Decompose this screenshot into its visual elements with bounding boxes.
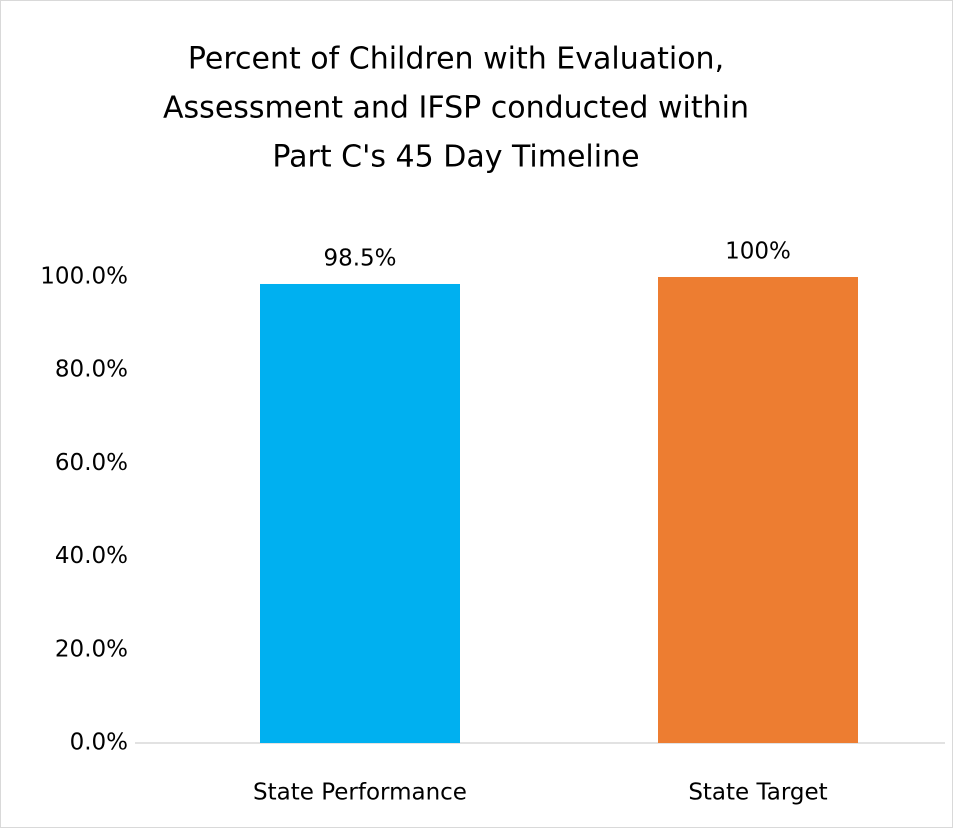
- y-tick-label: 40.0%: [55, 543, 128, 569]
- chart-title: Part C's 45 Day Timeline: [272, 140, 639, 175]
- value-label: 100%: [725, 239, 791, 265]
- y-tick-label: 100.0%: [40, 264, 128, 290]
- y-tick-label: 20.0%: [55, 636, 128, 662]
- value-label: 98.5%: [323, 245, 396, 271]
- x-tick-label: State Performance: [253, 780, 467, 806]
- y-tick-label: 60.0%: [55, 450, 128, 476]
- y-tick-label: 80.0%: [55, 357, 128, 383]
- chart-title: Percent of Children with Evaluation,: [188, 42, 724, 77]
- bar: [260, 283, 460, 743]
- chart-title: Assessment and IFSP conducted within: [163, 91, 749, 126]
- x-tick-label: State Target: [688, 780, 827, 806]
- y-tick-label: 0.0%: [70, 730, 128, 756]
- bar: [658, 277, 858, 743]
